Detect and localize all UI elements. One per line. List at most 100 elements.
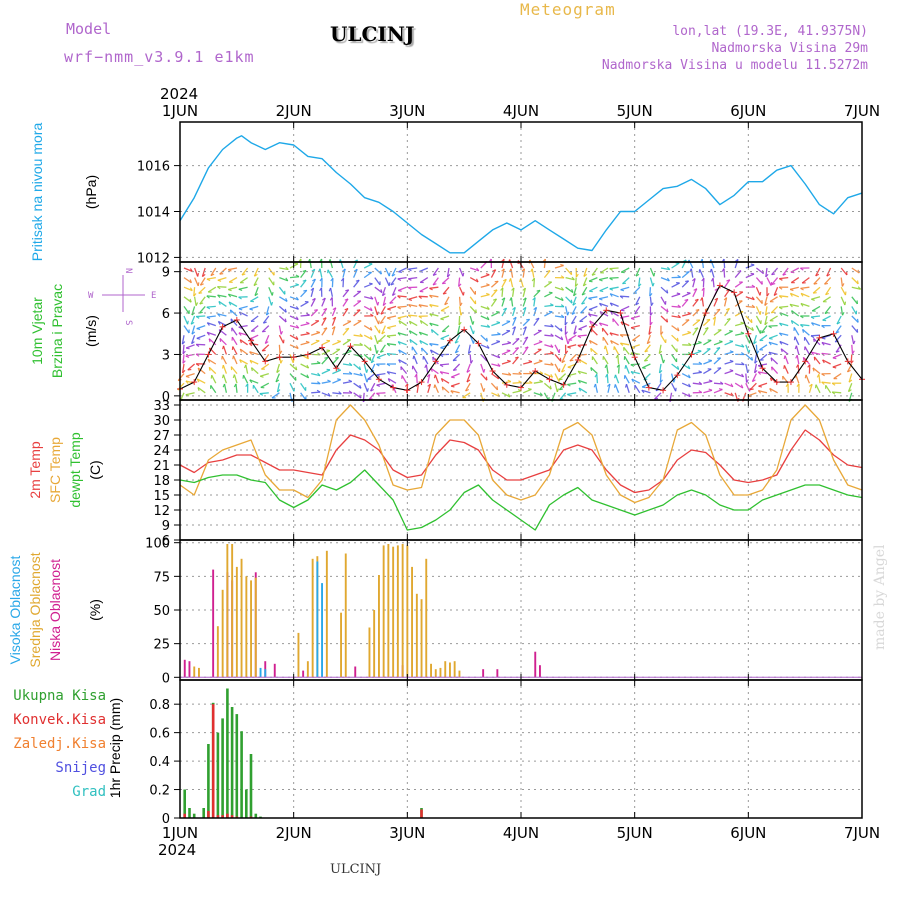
cloud-mid-bar — [245, 576, 248, 678]
wind-barb — [574, 277, 577, 287]
wind-barb — [554, 363, 560, 373]
cloud-low-bar — [354, 666, 357, 678]
wind-barb — [512, 372, 522, 375]
wind-barb — [789, 303, 799, 308]
wind-barb-head — [447, 273, 451, 278]
wind-barb — [238, 305, 248, 310]
wind-barb — [219, 267, 227, 275]
wind-barb-head — [397, 341, 401, 345]
wind-barb — [208, 338, 217, 346]
wind-barb-head — [485, 273, 490, 276]
wind-barb-head — [813, 338, 815, 343]
wind-barb-head — [740, 321, 745, 324]
wind-barb — [630, 324, 640, 329]
wind-barb-head — [302, 269, 307, 273]
wind-barb-head — [421, 347, 423, 352]
wind-barb — [441, 325, 450, 333]
y-tick-label: 9 — [162, 519, 170, 534]
wind-barb — [570, 315, 577, 325]
wind-barb-head — [326, 368, 331, 371]
wind-barb — [289, 296, 299, 301]
y-tick-label: 1012 — [137, 251, 170, 266]
wind-barb — [480, 373, 488, 381]
wind-barb — [544, 363, 554, 366]
wind-barb-head — [615, 354, 619, 359]
cloud-mid-bar — [434, 669, 437, 678]
wind-barb — [218, 300, 227, 307]
precip-total-bar — [192, 813, 196, 818]
precip-total-bar — [226, 688, 229, 818]
wind-barb — [533, 392, 543, 397]
wind-barb — [770, 305, 779, 314]
wind-barb-head — [407, 286, 412, 290]
wind-barb-head — [641, 389, 645, 394]
wind-barb-head — [718, 388, 723, 391]
wind-barb-head — [238, 288, 243, 292]
wind-barb — [181, 363, 185, 374]
wind-barb — [331, 356, 339, 365]
wind-barb-head — [730, 383, 734, 388]
wind-barb-head — [604, 364, 608, 369]
wind-barb-head — [238, 296, 242, 300]
wind-barb-head — [398, 349, 401, 354]
wind-barb — [610, 302, 619, 308]
wind-barb-head — [440, 347, 445, 350]
cloud-mid-bar — [306, 661, 309, 678]
wind-barb — [832, 353, 842, 359]
wind-barb — [568, 334, 577, 341]
wind-barb — [851, 267, 860, 274]
wind-barb — [779, 276, 789, 280]
wind-barb-head — [279, 350, 283, 355]
wind-barb — [681, 392, 691, 398]
wind-barb-head — [666, 289, 669, 294]
wind-barb — [745, 344, 750, 354]
wind-barb-head — [249, 360, 253, 364]
wind-barb — [181, 335, 185, 345]
wind-barb — [758, 382, 768, 387]
wind-barb — [363, 353, 372, 361]
wind-barb-head — [429, 287, 433, 291]
wind-barb-head — [719, 381, 724, 385]
wind-barb — [768, 334, 778, 340]
wind-barb — [690, 268, 694, 278]
wind-barb — [374, 344, 378, 354]
wind-barb-head — [609, 288, 614, 291]
wind-barb — [745, 273, 755, 279]
wind-barb — [544, 324, 554, 328]
wind-barb — [185, 372, 195, 378]
y-tick-label: 75 — [153, 570, 170, 585]
precip-total-bar — [245, 789, 248, 818]
wind-barb — [620, 305, 630, 311]
wind-barb-head — [458, 321, 462, 326]
wind-barb-head — [345, 327, 349, 330]
wind-barb — [480, 382, 485, 392]
wind-barb-head — [468, 350, 472, 355]
wind-barb — [381, 325, 386, 335]
wind-barb — [544, 344, 554, 348]
wind-barb — [533, 317, 540, 326]
wind-barb — [329, 259, 334, 269]
wind-barb-head — [538, 359, 543, 362]
compass-east: E — [151, 291, 156, 301]
wind-barb-head — [329, 297, 333, 301]
wind-barb — [309, 258, 312, 269]
wind-barb-head — [778, 306, 783, 310]
wind-barb — [279, 296, 288, 302]
wind-barb-head — [485, 376, 488, 381]
wind-barb-head — [222, 345, 225, 350]
wind-barb — [769, 387, 778, 394]
wind-barb-head — [295, 296, 299, 301]
wind-barb-head — [485, 292, 490, 296]
wind-barb — [802, 328, 810, 336]
wind-barb — [701, 259, 705, 269]
wind-barb — [632, 334, 641, 341]
wind-barb — [353, 290, 362, 298]
wind-barb — [491, 353, 500, 359]
wind-barb — [824, 277, 832, 285]
wind-barb — [501, 278, 507, 288]
wind-barb — [458, 296, 461, 306]
legend-snow: Snijeg — [55, 760, 106, 776]
wind-barb — [735, 332, 745, 336]
wind-barb-head — [575, 273, 579, 278]
wind-barb-head — [841, 283, 845, 287]
